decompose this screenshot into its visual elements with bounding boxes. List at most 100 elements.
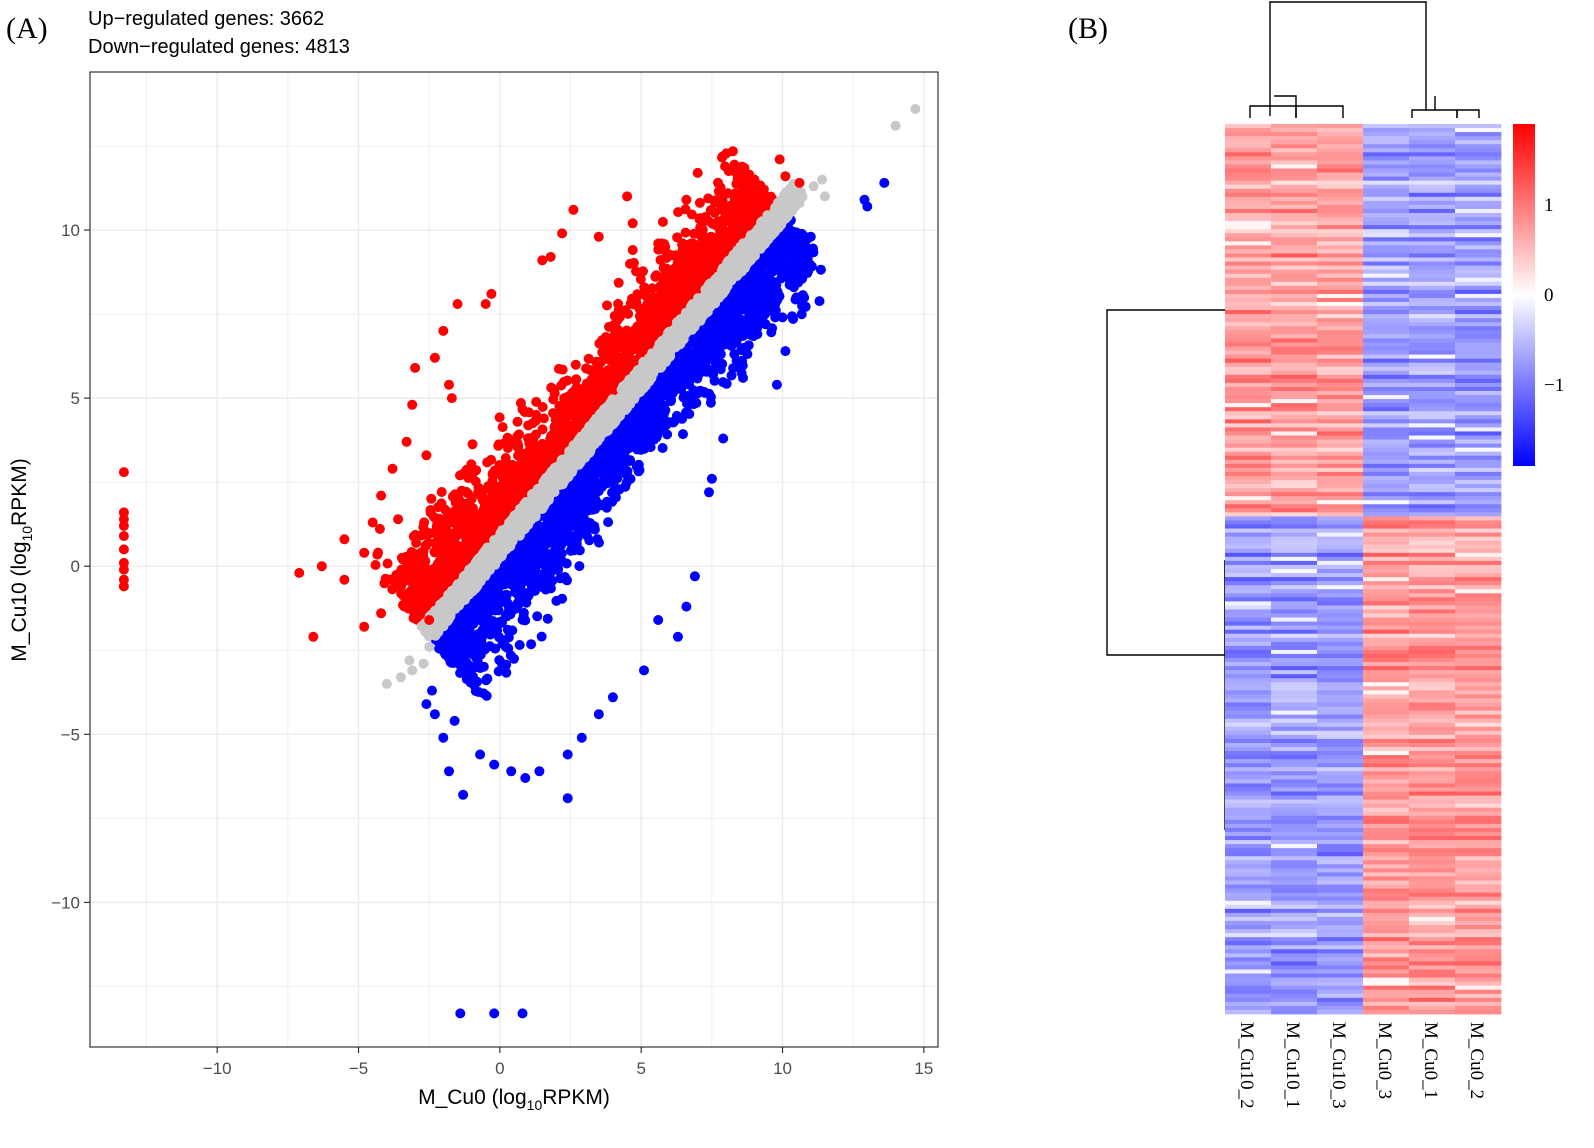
up-point: [631, 266, 641, 277]
up-point: [548, 394, 559, 405]
down-point: [517, 568, 528, 579]
up-point: [657, 216, 668, 227]
up-point: [515, 464, 525, 475]
down-point: [752, 295, 762, 306]
up-point: [659, 305, 670, 316]
up-point: [526, 462, 537, 473]
down-point: [752, 262, 763, 273]
down-point: [521, 588, 532, 599]
down-point: [730, 311, 741, 322]
up-point: [546, 382, 557, 393]
up-point: [712, 254, 722, 265]
up-point: [494, 412, 505, 423]
down-point: [641, 421, 652, 432]
up-point: [671, 250, 682, 261]
down-point: [501, 659, 512, 670]
up-point: [526, 469, 536, 480]
up-point: [734, 189, 745, 200]
down-point: [506, 606, 517, 617]
up-point: [434, 513, 444, 524]
down-point: [650, 431, 661, 442]
down-point: [783, 228, 794, 239]
down-point: [575, 470, 586, 481]
down-point: [674, 380, 685, 391]
up-point: [420, 556, 431, 567]
down-point: [622, 466, 633, 477]
up-point: [503, 439, 514, 450]
up-point: [662, 279, 673, 290]
up-point: [418, 522, 429, 533]
up-point: [588, 382, 599, 393]
down-point: [791, 292, 802, 303]
down-point: [682, 378, 693, 389]
up-point: [742, 214, 753, 224]
plot-border: [89, 71, 939, 1048]
up-point: [642, 299, 652, 310]
up-point: [571, 374, 582, 385]
up-point: [497, 422, 508, 433]
down-point: [756, 310, 767, 321]
down-point: [633, 415, 644, 426]
up-point: [456, 528, 467, 539]
up-point: [503, 461, 514, 472]
down-point: [776, 273, 787, 284]
down-point: [465, 628, 476, 639]
up-point: [370, 560, 381, 570]
up-point: [671, 292, 682, 303]
up-point: [727, 146, 738, 157]
down-point: [746, 319, 757, 329]
down-point: [644, 400, 655, 411]
up-point: [372, 549, 383, 560]
down-point: [659, 400, 669, 411]
down-point: [551, 595, 562, 606]
up-point: [602, 378, 613, 389]
up-point: [397, 565, 408, 576]
down-point: [696, 366, 707, 377]
up-point: [720, 202, 730, 213]
up-point: [625, 258, 635, 269]
scatter-points: [118, 104, 921, 1019]
down-point: [472, 676, 483, 687]
down-point: [620, 446, 631, 457]
up-point: [379, 578, 390, 589]
down-point: [493, 666, 504, 677]
up-point: [433, 502, 443, 513]
down-point: [455, 642, 466, 653]
up-point: [590, 401, 601, 412]
down-point: [799, 292, 810, 303]
down-point: [501, 667, 512, 678]
up-point: [570, 359, 581, 370]
down-point: [556, 537, 567, 547]
up-point: [548, 408, 559, 419]
up-point: [448, 545, 459, 556]
down-point: [661, 380, 672, 391]
up-point: [557, 401, 568, 412]
scatter-plot-panel: (A) Up−regulated genes: 3662 Down−regula…: [6, 8, 939, 1113]
up-point: [479, 507, 490, 518]
up-point: [707, 219, 718, 229]
down-point: [579, 522, 590, 533]
up-point: [536, 444, 547, 454]
up-point: [531, 409, 541, 420]
up-point: [602, 300, 612, 311]
up-point: [409, 607, 420, 618]
up-point: [588, 392, 599, 403]
up-point: [561, 424, 572, 434]
up-point: [432, 567, 443, 578]
down-point: [728, 363, 739, 374]
down-point: [770, 312, 781, 323]
down-point: [515, 596, 526, 607]
up-point: [459, 511, 469, 522]
down-point: [800, 301, 811, 312]
down-point: [487, 580, 498, 590]
up-point: [422, 577, 433, 588]
up-point: [565, 404, 576, 415]
up-point: [612, 315, 623, 326]
down-point: [745, 329, 756, 340]
up-point: [488, 470, 499, 480]
up-point: [694, 214, 705, 225]
down-point: [766, 327, 777, 338]
down-point: [736, 326, 747, 337]
down-point: [455, 668, 466, 678]
up-point: [613, 277, 624, 288]
